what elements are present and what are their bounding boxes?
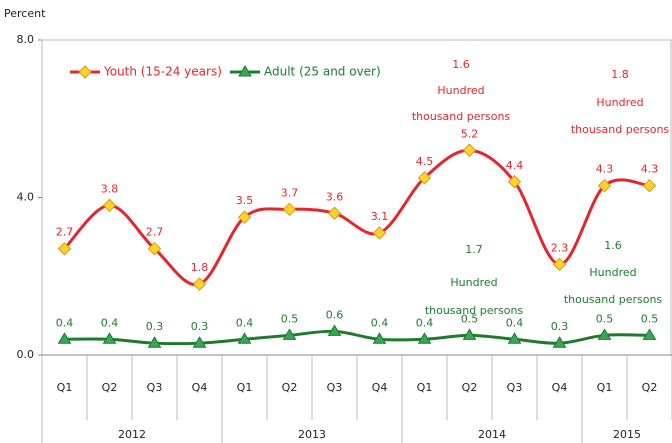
x-tick-label: Q3 [327, 381, 343, 394]
annotation: Hundred [589, 266, 636, 279]
annotation: thousand persons [571, 123, 670, 136]
annotation: 1.8 [611, 68, 629, 81]
data-label: 5.2 [461, 127, 479, 140]
data-label: 3.1 [371, 210, 389, 223]
annotation: 1.7 [465, 243, 483, 256]
x-tick-label: Q4 [552, 381, 568, 394]
data-label: 0.5 [641, 312, 659, 325]
legend-label: Youth (15-24 years) [103, 65, 222, 79]
data-label: 2.7 [56, 226, 74, 239]
y-tick-label: 4.0 [17, 191, 35, 204]
x-tick-label: Q1 [597, 381, 613, 394]
data-label: 0.5 [596, 312, 614, 325]
data-label: 0.4 [371, 316, 389, 329]
x-tick-label: Q1 [417, 381, 433, 394]
marker [417, 171, 432, 185]
annotation: 1.6 [452, 58, 470, 71]
x-tick-label: Q4 [192, 381, 208, 394]
data-label: 4.3 [641, 163, 659, 176]
marker [462, 143, 477, 157]
marker [192, 277, 207, 291]
x-tick-label: Q2 [282, 381, 298, 394]
data-label: 0.4 [416, 316, 434, 329]
marker [57, 332, 72, 344]
marker [597, 328, 612, 340]
data-label: 2.7 [146, 226, 164, 239]
marker [552, 336, 567, 348]
data-label: 1.8 [191, 261, 209, 274]
data-label: 0.4 [506, 316, 524, 329]
marker [147, 336, 162, 348]
data-label: 0.4 [236, 316, 254, 329]
marker [102, 332, 117, 344]
marker [642, 328, 657, 340]
y-tick-label: 8.0 [17, 33, 35, 46]
data-label: 4.3 [596, 163, 614, 176]
marker [147, 241, 162, 256]
data-label: 3.8 [101, 182, 119, 195]
data-label: 0.4 [56, 316, 74, 329]
x-tick-label: Q4 [372, 381, 388, 394]
marker [642, 178, 657, 193]
marker [462, 328, 477, 340]
data-label: 4.5 [416, 155, 434, 168]
x-tick-label: Q3 [507, 381, 523, 394]
data-label: 0.5 [281, 312, 299, 325]
marker [282, 202, 297, 217]
marker [102, 198, 117, 213]
marker [327, 324, 342, 336]
x-group-label: 2013 [298, 428, 326, 441]
data-label: 0.3 [551, 320, 569, 333]
data-label: 0.4 [101, 316, 119, 329]
marker [327, 206, 342, 220]
data-label: 3.7 [281, 186, 299, 199]
marker [552, 257, 567, 272]
x-tick-label: Q2 [642, 381, 658, 394]
marker [372, 226, 387, 240]
data-label: 0.3 [146, 320, 164, 333]
marker [372, 332, 387, 344]
annotation: thousand persons [412, 110, 511, 123]
x-tick-label: Q1 [57, 381, 73, 394]
annotation: thousand persons [425, 304, 524, 317]
legend-marker [238, 65, 252, 77]
annotation: Hundred [437, 84, 484, 97]
data-label: 2.3 [551, 241, 569, 254]
data-label: 4.4 [506, 159, 524, 172]
x-group-label: 2014 [478, 428, 506, 441]
annotation: 1.6 [604, 239, 622, 252]
x-tick-label: Q2 [462, 381, 478, 394]
marker [57, 241, 72, 256]
data-label: 3.6 [326, 190, 344, 203]
x-group-label: 2015 [613, 428, 641, 441]
y-axis-label: Percent [4, 7, 46, 20]
marker [237, 332, 252, 344]
x-tick-label: Q1 [237, 381, 253, 394]
x-group-label: 2012 [118, 428, 146, 441]
data-label: 0.6 [326, 308, 344, 321]
x-tick-label: Q3 [147, 381, 163, 394]
data-label: 3.5 [236, 194, 254, 207]
marker [507, 175, 522, 189]
marker [237, 210, 252, 224]
marker [192, 336, 207, 348]
marker [417, 332, 432, 344]
annotation: Hundred [450, 276, 497, 289]
annotation: Hundred [596, 96, 643, 109]
y-tick-label: 0.0 [17, 348, 35, 361]
x-tick-label: Q2 [102, 381, 118, 394]
data-label: 0.3 [191, 320, 209, 333]
data-label: 0.5 [461, 312, 479, 325]
legend-label: Adult (25 and over) [264, 65, 381, 79]
marker [507, 332, 522, 344]
annotation: thousand persons [564, 293, 663, 306]
legend-marker [78, 65, 92, 79]
marker [597, 178, 612, 193]
marker [282, 328, 297, 340]
